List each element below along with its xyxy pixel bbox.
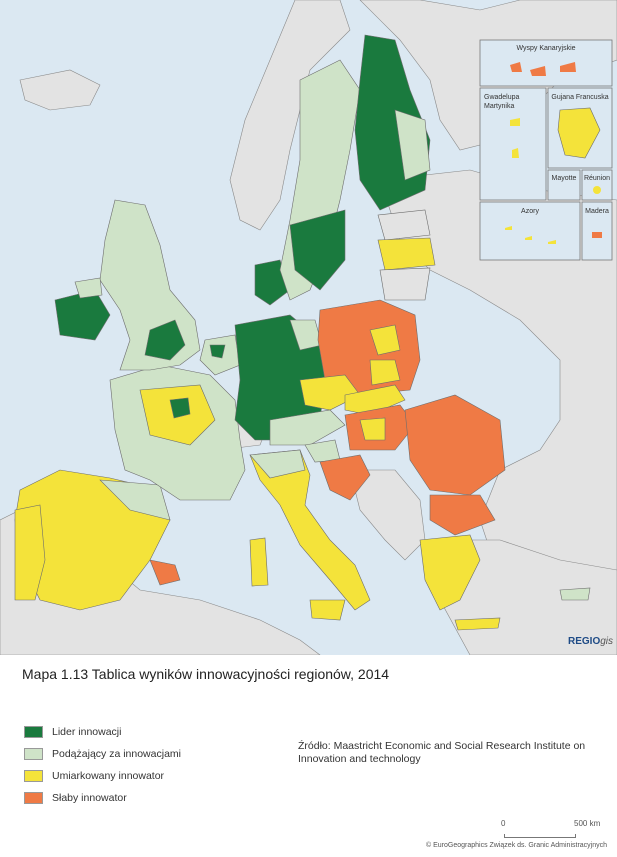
central-europe <box>269 374 416 451</box>
legend-item-leader: Lider innowacji <box>24 722 181 741</box>
legend-swatch-moderate <box>24 769 43 782</box>
inset-reunion <box>581 169 613 201</box>
latvia <box>377 237 436 271</box>
source-note: Źródło: Maastricht Economic and Social R… <box>298 740 586 765</box>
spain-north-east <box>99 479 171 521</box>
legend-item-modest: Słaby innowator <box>24 788 181 807</box>
budapest <box>359 417 386 441</box>
cyprus <box>559 587 591 601</box>
legend-item-moderate: Umiarkowany innowator <box>24 766 181 785</box>
balkans <box>349 469 426 561</box>
label-azores: Azory <box>521 208 539 215</box>
legend-label: Umiarkowany innowator <box>52 769 165 782</box>
map-title: Mapa 1.13 Tablica wyników innowacyjności… <box>22 666 390 682</box>
croatia <box>319 454 371 501</box>
insets <box>479 39 613 261</box>
label-reunion: Réunion <box>584 175 610 182</box>
france <box>109 364 246 501</box>
legend-label: Słaby innowator <box>52 791 127 804</box>
lithuania <box>379 267 431 301</box>
iceland <box>19 69 101 111</box>
scale-zero: 0 <box>501 819 506 828</box>
legend-label: Lider innowacji <box>52 725 122 738</box>
legend-swatch-leader <box>24 725 43 738</box>
italy-north <box>249 449 306 479</box>
austria <box>269 409 346 446</box>
brand-sub: gis <box>600 636 614 647</box>
baleares <box>149 559 181 586</box>
crete <box>454 617 501 631</box>
scale-line <box>504 834 576 838</box>
inset-azores <box>479 201 581 261</box>
estonia <box>377 209 431 241</box>
regio-gis-logo: REGIOgis <box>568 636 613 647</box>
legend: Lider innowacji Podążający za innowacjam… <box>24 722 181 810</box>
sicily <box>309 599 346 621</box>
label-guadeloupe: Gwadelupa Martynika <box>484 94 521 110</box>
brand-main: REGIO <box>568 636 601 647</box>
legend-item-follower: Podążający za innowacjami <box>24 744 181 763</box>
malopolskie <box>369 359 401 386</box>
inset-canarias <box>479 39 613 87</box>
label-madeira: Madera <box>585 208 609 215</box>
copyright: © EuroGeographics Związek ds. Granic Adm… <box>426 842 608 849</box>
inset-madeira <box>581 201 613 261</box>
legend-swatch-follower <box>24 747 43 760</box>
uk-east <box>144 319 186 361</box>
inset-mayotte <box>547 169 581 201</box>
italy <box>249 449 371 621</box>
europe-map: Wyspy Kanaryjskie Gwadelupa Martynika Gu… <box>0 0 617 655</box>
label-canarias: Wyspy Kanaryjskie <box>516 45 575 52</box>
iberia <box>14 469 181 611</box>
legend-swatch-modest <box>24 791 43 804</box>
inset-guadeloupe <box>479 87 547 201</box>
norway <box>229 0 351 231</box>
legend-label: Podążający za innowacjami <box>52 747 181 760</box>
label-guadeloupe-line1: Gwadelupa <box>484 94 520 101</box>
sweden-south <box>289 209 346 291</box>
mazowieckie <box>369 324 401 356</box>
portugal <box>14 504 46 601</box>
sardinia <box>249 537 269 587</box>
adriatic-north <box>304 439 371 501</box>
bulgaria <box>429 494 496 536</box>
label-guyane: Gujana Francuska <box>551 94 608 101</box>
south-east <box>404 394 506 536</box>
northern-ireland <box>74 277 103 299</box>
baltics <box>377 209 436 301</box>
ile-de-france <box>169 397 191 419</box>
scale-max: 500 km <box>574 819 601 828</box>
finland <box>354 34 431 211</box>
benelux <box>199 334 241 376</box>
uk-ireland <box>54 199 201 371</box>
poland <box>317 299 421 396</box>
label-mayotte: Mayotte <box>552 175 577 182</box>
greece <box>419 534 481 611</box>
sweden <box>279 59 361 301</box>
romania <box>404 394 506 496</box>
label-guadeloupe-line2: Martynika <box>484 103 514 110</box>
